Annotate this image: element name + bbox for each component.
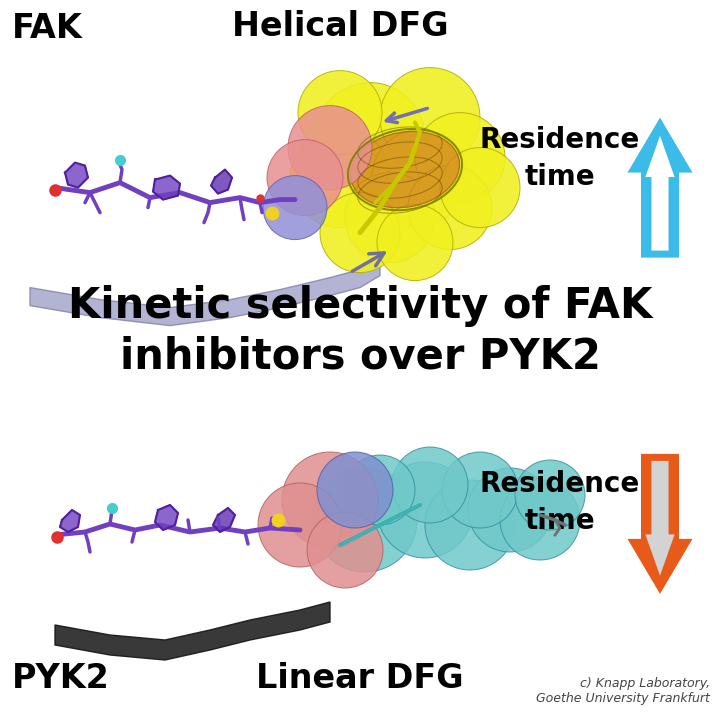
Circle shape xyxy=(345,455,415,525)
Circle shape xyxy=(415,112,505,202)
Circle shape xyxy=(442,452,518,528)
Circle shape xyxy=(392,447,468,523)
Text: FAK: FAK xyxy=(12,12,83,45)
Circle shape xyxy=(282,452,378,548)
Circle shape xyxy=(320,192,400,273)
Polygon shape xyxy=(60,510,80,532)
Circle shape xyxy=(440,148,520,228)
Text: Residence
time: Residence time xyxy=(480,126,640,191)
FancyArrow shape xyxy=(645,136,675,251)
FancyArrow shape xyxy=(628,117,693,258)
FancyArrow shape xyxy=(628,454,693,594)
Circle shape xyxy=(290,127,390,228)
Text: Linear DFG: Linear DFG xyxy=(256,662,464,695)
Circle shape xyxy=(468,468,552,552)
Circle shape xyxy=(288,106,372,189)
Circle shape xyxy=(425,480,515,570)
Text: Kinetic selectivity of FAK: Kinetic selectivity of FAK xyxy=(68,285,652,327)
Text: c) Knapp Laboratory,
Goethe University Frankfurt: c) Knapp Laboratory, Goethe University F… xyxy=(536,677,710,705)
Circle shape xyxy=(500,480,580,560)
Circle shape xyxy=(377,204,453,281)
Text: PYK2: PYK2 xyxy=(12,662,109,695)
Circle shape xyxy=(317,452,393,528)
Text: Helical DFG: Helical DFG xyxy=(232,10,449,43)
Circle shape xyxy=(380,68,480,168)
Polygon shape xyxy=(155,505,178,530)
Polygon shape xyxy=(213,508,235,532)
Circle shape xyxy=(313,468,417,572)
Circle shape xyxy=(258,483,342,567)
Polygon shape xyxy=(211,170,232,194)
Circle shape xyxy=(408,166,492,250)
Circle shape xyxy=(377,462,473,558)
Circle shape xyxy=(263,176,327,240)
Ellipse shape xyxy=(351,132,459,208)
Text: inhibitors over PYK2: inhibitors over PYK2 xyxy=(120,336,600,377)
Circle shape xyxy=(372,130,468,225)
Circle shape xyxy=(267,140,343,215)
Polygon shape xyxy=(30,258,380,325)
Polygon shape xyxy=(153,176,180,199)
Polygon shape xyxy=(55,602,330,660)
FancyArrow shape xyxy=(645,461,675,576)
Polygon shape xyxy=(65,163,88,188)
Text: Residence
time: Residence time xyxy=(480,470,640,535)
Circle shape xyxy=(315,83,425,192)
Circle shape xyxy=(298,71,382,155)
Circle shape xyxy=(307,512,383,588)
Circle shape xyxy=(515,460,585,530)
Circle shape xyxy=(345,173,435,263)
